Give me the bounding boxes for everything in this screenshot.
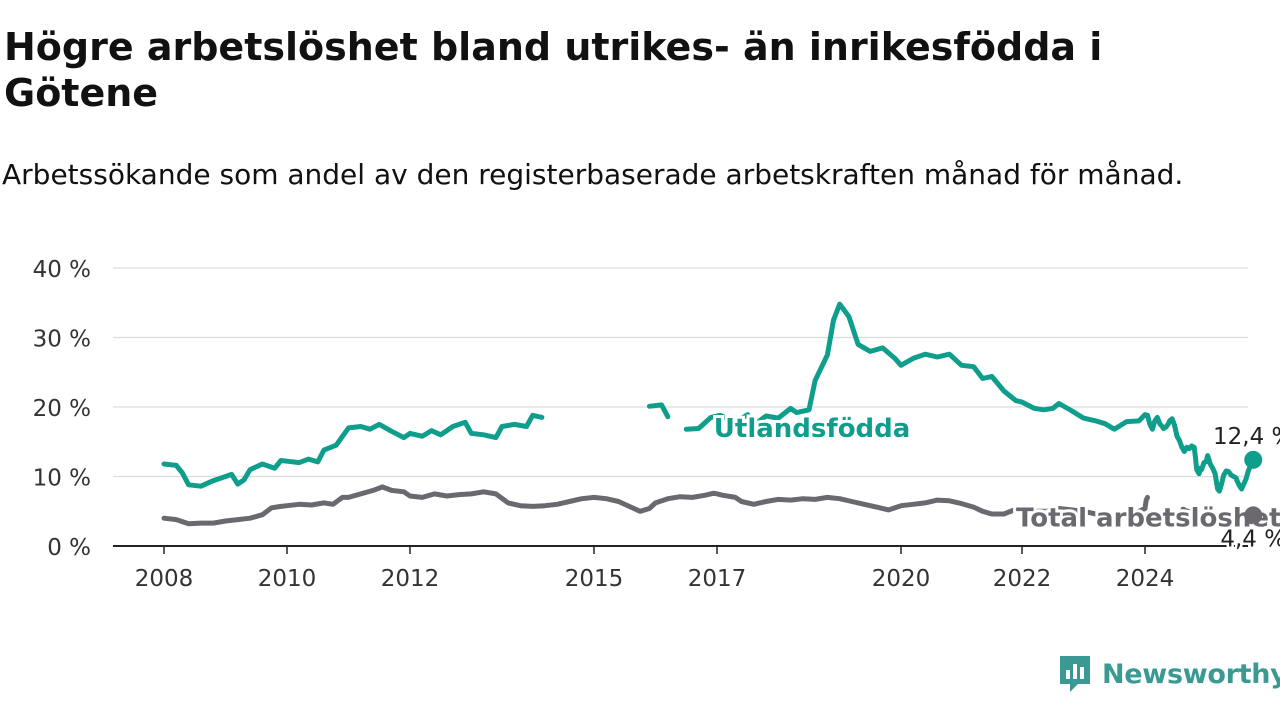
x-tick-label: 2008 — [135, 566, 194, 592]
newsworthy-logo-text: Newsworthy — [1102, 658, 1280, 690]
series-label-foreign: Utlandsfödda — [714, 414, 911, 444]
x-tick-label: 2017 — [688, 566, 747, 592]
end-label-total: 4,4 % — [1220, 526, 1280, 552]
x-tick-label: 2024 — [1116, 566, 1175, 592]
newsworthy-logo-icon — [1060, 656, 1090, 692]
y-tick-label: 40 % — [33, 257, 91, 283]
series-line-total — [161, 484, 1150, 527]
series-label-total: Total arbetslöshet — [1016, 504, 1280, 534]
chart-title: Högre arbetslöshet bland utrikes- än inr… — [4, 25, 1103, 115]
y-tick-label: 0 % — [47, 535, 91, 561]
newsworthy-logo: Newsworthy — [1058, 654, 1280, 694]
series-line-total — [1180, 506, 1256, 528]
end-dot-foreign — [1244, 450, 1263, 469]
chart-subtitle: Arbetssökande som andel av den registerb… — [2, 158, 1184, 191]
y-tick-label: 20 % — [33, 396, 91, 422]
x-tick-label: 2022 — [993, 566, 1052, 592]
x-tick-label: 2010 — [258, 566, 317, 592]
series-line-foreign — [683, 301, 1256, 494]
series-line-foreign — [161, 412, 545, 489]
x-tick-label: 2015 — [565, 566, 624, 592]
y-tick-label: 10 % — [33, 466, 91, 492]
x-tick-label: 2020 — [872, 566, 931, 592]
y-tick-label: 30 % — [33, 327, 91, 353]
end-dot-total — [1244, 506, 1263, 525]
series-line-foreign — [646, 402, 671, 420]
x-tick-label: 2012 — [381, 566, 440, 592]
end-label-foreign: 12,4 % — [1213, 424, 1280, 450]
